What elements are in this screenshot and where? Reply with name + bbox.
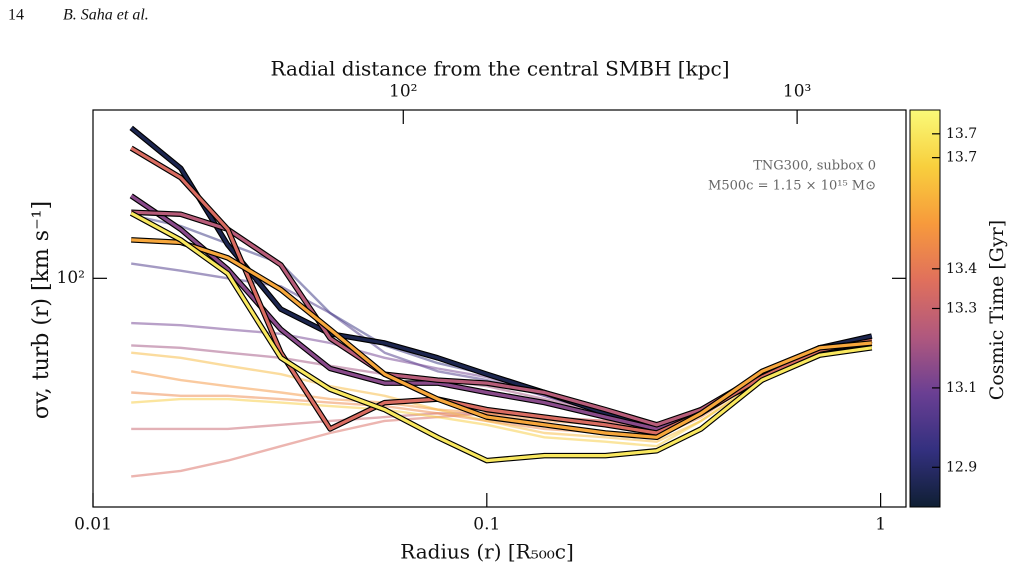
line (130, 211, 873, 463)
y-tick-label: 10² (57, 268, 85, 288)
line (131, 238, 872, 439)
page-number: 14 (8, 7, 24, 24)
colorbar-tick-label: 13.1 (946, 380, 977, 396)
plot-frame (92, 109, 907, 508)
line-outline (131, 237, 873, 441)
line (130, 194, 873, 431)
colorbar-tick-label: 12.9 (946, 459, 977, 475)
annotation: M500c = 1.15 × 10¹⁵ M⊙ (708, 179, 876, 194)
x2-tick-label: 10² (389, 82, 417, 102)
colorbar-tick-label: 13.7 (946, 126, 977, 142)
x-tick-label: 0.1 (473, 515, 500, 535)
colorbar-label: Cosmic Time [Gyr] (986, 220, 1008, 400)
x-tick-label: 0.01 (74, 515, 112, 535)
colorbar-tick-label: 13.3 (946, 301, 977, 317)
annotation: TNG300, subbox 0 (753, 159, 876, 174)
x-label: Radius (r) [R₅₀₀c] (400, 540, 574, 564)
x2-tick-label: 10³ (783, 82, 811, 102)
running-head: B. Saha et al. (63, 7, 149, 24)
colorbar-tick-label: 13.4 (946, 261, 977, 277)
line (131, 339, 873, 478)
y-label: σv, turb (r) [km s⁻¹] (29, 201, 54, 419)
x-tick-label: 1 (875, 515, 886, 535)
x2-label: Radial distance from the central SMBH [k… (270, 57, 729, 81)
plot-lines (129, 125, 873, 478)
colorbar-tick-label: 13.7 (946, 150, 977, 166)
